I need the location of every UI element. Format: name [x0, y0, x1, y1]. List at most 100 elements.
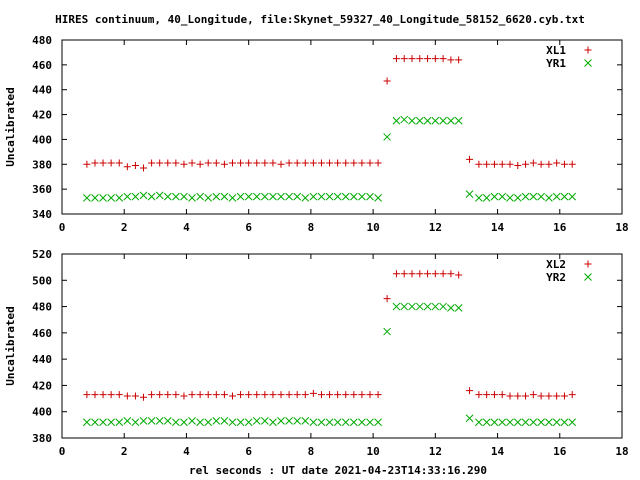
cross-marker	[383, 327, 391, 336]
cross-marker	[244, 192, 253, 201]
cross-marker	[545, 418, 553, 427]
cross-marker	[513, 193, 522, 202]
cross-marker	[400, 115, 409, 124]
cross-marker	[269, 418, 277, 427]
cross-marker	[400, 302, 409, 311]
cross-marker	[490, 418, 499, 427]
plus-marker	[455, 56, 463, 64]
plus-marker	[83, 160, 91, 168]
chart-title: HIRES continuum, 40_Longitude, file:Skyn…	[55, 13, 585, 26]
x-tick-label: 18	[615, 221, 628, 234]
x-tick-label: 4	[183, 221, 190, 234]
plus-marker	[277, 391, 285, 399]
plus-marker	[196, 160, 204, 168]
cross-marker	[123, 192, 132, 201]
cross-marker	[325, 192, 334, 201]
cross-marker	[236, 192, 245, 201]
x-tick-label: 16	[553, 221, 567, 234]
plus-marker	[506, 392, 514, 400]
cross-marker	[358, 192, 366, 201]
plus-marker	[400, 55, 408, 63]
cross-marker	[408, 116, 416, 125]
cross-marker	[465, 190, 474, 198]
cross-marker	[131, 192, 140, 201]
cross-marker	[163, 417, 172, 425]
cross-marker	[228, 418, 237, 427]
plus-marker	[537, 160, 545, 168]
cross-marker	[537, 418, 545, 427]
plus-marker	[99, 391, 107, 399]
cross-marker	[147, 192, 156, 201]
cross-marker	[196, 418, 204, 427]
cross-marker	[454, 304, 463, 312]
cross-marker	[482, 418, 491, 427]
x-tick-label: 14	[491, 445, 505, 458]
y-tick-label: 400	[32, 406, 52, 419]
plus-marker	[475, 391, 483, 399]
x-tick-label: 4	[183, 445, 190, 458]
plus-marker	[156, 391, 164, 399]
plus-marker	[358, 159, 366, 167]
cross-marker	[285, 417, 293, 425]
cross-marker	[333, 192, 342, 201]
plus-marker	[447, 270, 455, 278]
cross-marker	[220, 192, 229, 201]
plus-marker	[416, 55, 424, 63]
plus-marker	[424, 270, 432, 278]
plus-marker	[245, 391, 253, 399]
plus-marker	[123, 392, 131, 400]
x-tick-label: 18	[615, 445, 628, 458]
plus-marker	[277, 160, 285, 168]
cross-marker	[552, 192, 561, 201]
cross-marker	[529, 418, 538, 427]
y-tick-label: 400	[32, 133, 52, 146]
plus-marker	[115, 391, 123, 399]
cross-marker	[204, 418, 213, 427]
cross-marker	[333, 418, 342, 427]
cross-marker	[107, 418, 116, 427]
cross-marker	[99, 418, 107, 427]
cross-marker	[341, 418, 350, 427]
cross-marker	[408, 302, 416, 311]
cross-marker	[568, 418, 577, 427]
plus-marker	[439, 55, 447, 63]
x-tick-label: 8	[308, 445, 315, 458]
top-panel: 0 2 4 6 8 10 12 14 16 18 340 360 380 400 420 440 460 480 U…	[4, 34, 629, 234]
plus-marker	[261, 391, 269, 399]
plus-marker	[172, 391, 180, 399]
plus-marker	[522, 160, 530, 168]
plus-marker	[309, 389, 317, 397]
cross-marker	[341, 192, 350, 201]
plus-marker	[107, 391, 115, 399]
y-tick-label: 420	[32, 109, 52, 122]
cross-marker	[349, 192, 358, 201]
legend-marker	[584, 46, 592, 54]
cross-marker	[521, 418, 530, 427]
y-tick-label: 500	[32, 274, 52, 287]
plus-marker	[522, 392, 530, 400]
cross-marker	[439, 302, 447, 311]
cross-marker	[180, 418, 188, 427]
x-tick-label: 12	[429, 445, 442, 458]
y-tick-label: 440	[32, 84, 52, 97]
x-tick-label: 12	[429, 221, 442, 234]
plus-marker	[400, 270, 408, 278]
plus-marker	[196, 391, 204, 399]
plus-marker	[253, 159, 261, 167]
y-tick-label: 420	[32, 379, 52, 392]
plus-marker	[350, 159, 358, 167]
cross-marker	[447, 116, 455, 125]
cross-marker	[537, 192, 545, 201]
plus-marker	[334, 391, 342, 399]
cross-marker	[568, 192, 577, 201]
plus-marker	[220, 391, 228, 399]
plus-marker	[490, 160, 498, 168]
plus-marker	[383, 77, 391, 85]
x-tick-label: 0	[59, 221, 66, 234]
plus-marker	[188, 391, 196, 399]
plus-marker	[309, 159, 317, 167]
cross-marker	[506, 418, 514, 427]
cross-marker	[392, 116, 401, 125]
plus-marker	[498, 391, 506, 399]
